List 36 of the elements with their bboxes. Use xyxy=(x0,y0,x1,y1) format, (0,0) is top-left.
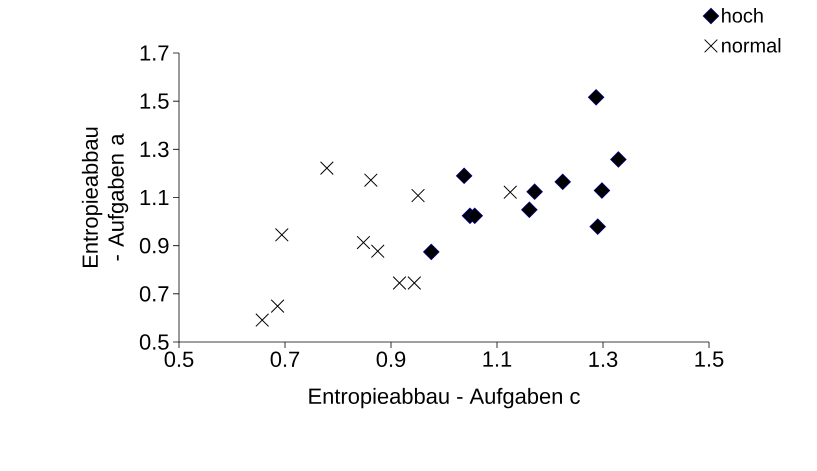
y-tick-label: 0.9 xyxy=(140,238,168,254)
x-tick-label: 1.5 xyxy=(695,352,724,367)
point xyxy=(554,174,571,190)
point xyxy=(356,236,370,250)
point xyxy=(466,208,483,224)
x-tick-label: 0.9 xyxy=(376,352,406,368)
point xyxy=(270,299,284,313)
point xyxy=(456,168,472,184)
point xyxy=(423,244,440,260)
point xyxy=(364,173,378,188)
point xyxy=(588,89,604,106)
y-axis-title: Entropieabbau - Aufgaben a xyxy=(82,128,128,267)
point xyxy=(370,244,385,258)
point xyxy=(594,182,610,199)
x-tick-label: 0.5 xyxy=(164,352,194,368)
point xyxy=(521,202,538,218)
point xyxy=(320,161,334,175)
point xyxy=(255,313,270,327)
legend-label: hoch xyxy=(722,8,763,23)
point xyxy=(526,184,543,200)
y-tick-label: 1.5 xyxy=(140,94,169,109)
point xyxy=(503,185,518,200)
x-tick-label: 0.7 xyxy=(270,352,300,368)
point xyxy=(610,151,627,168)
y-tick-label: 1.7 xyxy=(140,45,168,61)
x-tick-label: 1.3 xyxy=(589,352,618,368)
y-tick-label: 1.1 xyxy=(140,190,168,206)
point xyxy=(590,218,606,235)
y-tick-label: 0.7 xyxy=(140,286,168,302)
point xyxy=(274,228,289,242)
y-tick-label: 0.5 xyxy=(140,334,169,350)
legend-label: normal xyxy=(722,38,780,53)
x-tick-label: 1.1 xyxy=(483,352,512,367)
y-tick-label: 1.3 xyxy=(140,142,169,158)
point xyxy=(411,188,425,202)
x-axis-title: Entropieabbau - Aufgaben c xyxy=(309,388,580,408)
